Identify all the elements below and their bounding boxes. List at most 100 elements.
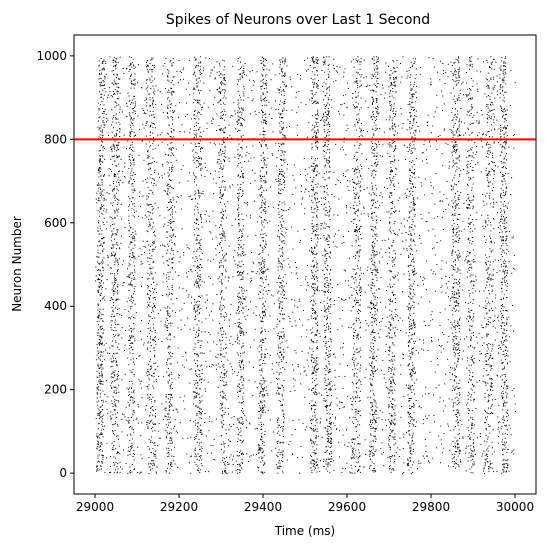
spike-point [460,191,462,193]
spike-point [171,205,173,207]
spike-point [142,180,144,182]
spike-point [113,330,115,331]
spike-point [114,261,116,263]
spike-point [155,235,157,237]
spike-point [200,113,202,115]
spike-point [343,236,344,238]
spike-point [144,214,146,216]
spike-point [228,463,230,465]
spike-point [231,471,233,473]
spike-point [97,353,99,354]
spike-point [109,216,111,218]
spike-point [123,414,125,416]
spike-point [267,410,269,412]
spike-point [103,122,105,124]
spike-point [284,368,286,370]
spike-point [147,342,149,344]
spike-point [151,468,153,470]
spike-point [129,469,131,471]
spike-point [199,347,201,349]
spike-point [147,204,149,206]
spike-point [100,406,102,408]
spike-point [196,455,198,457]
spike-point [102,120,104,122]
spike-point [381,202,383,204]
spike-point [111,442,113,444]
spike-point [380,93,382,95]
spike-point [239,162,241,164]
spike-point [430,84,432,86]
spike-point [284,86,286,88]
spike-point [132,83,134,85]
spike-point [226,370,228,372]
spike-point [198,228,200,230]
spike-point [351,458,353,460]
spike-point [168,410,170,412]
spike-point [357,230,359,232]
spike-point [116,98,118,99]
spike-point [151,401,153,403]
spike-point [373,358,375,360]
spike-point [417,468,418,470]
spike-point [505,310,507,311]
spike-point [147,186,149,188]
spike-point [170,92,172,94]
spike-point [383,131,385,133]
spike-point [113,335,115,337]
spike-point [328,282,330,284]
spike-point [380,192,382,194]
spike-point [165,437,167,439]
spike-point [255,315,257,316]
spike-point [343,141,345,143]
spike-point [122,282,124,284]
spike-point [135,113,136,114]
spike-point [244,254,246,256]
spike-point [348,231,350,233]
spike-point [495,201,497,203]
spike-point [112,372,114,374]
spike-point [370,90,372,92]
spike-point [205,57,207,59]
spike-point [155,307,156,309]
spike-point [132,361,134,363]
spike-point [193,137,195,139]
spike-point [499,270,501,272]
spike-point [154,401,156,403]
spike-point [388,256,390,258]
spike-point [223,231,225,233]
spike-point [130,445,132,447]
spike-point [386,178,388,180]
spike-point [499,421,501,423]
spike-point [116,156,118,157]
spike-point [116,323,118,325]
spike-point [406,464,408,466]
spike-point [248,379,250,381]
spike-point [168,406,170,408]
spike-point [216,294,218,296]
spike-point [96,443,98,445]
spike-point [211,421,213,423]
spike-point [98,167,100,169]
spike-point [259,407,261,409]
spike-point [219,340,221,342]
spike-point [128,283,130,285]
spike-point [414,326,416,328]
spike-point [118,391,120,393]
spike-point [400,222,402,224]
spike-point [103,224,105,225]
spike-point [155,378,157,380]
spike-point [195,370,197,372]
spike-point [111,234,113,236]
spike-point [119,461,121,463]
spike-point [213,341,215,343]
spike-point [500,171,501,173]
spike-point [147,149,149,151]
spike-point [154,355,155,356]
spike-point [377,200,379,202]
spike-point [132,247,134,249]
spike-point [387,388,389,390]
spike-point [325,311,327,313]
spike-point [425,260,427,262]
spike-point [179,421,181,423]
spike-point [151,331,153,333]
